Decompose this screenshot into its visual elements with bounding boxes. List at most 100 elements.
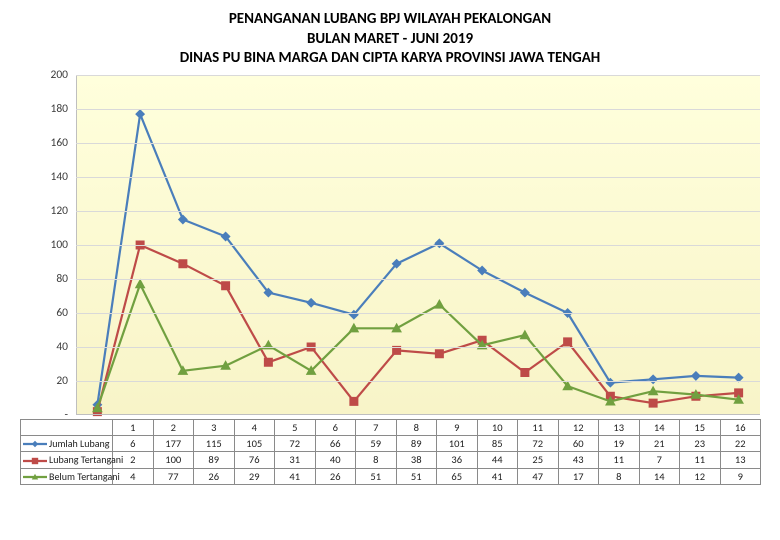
table-header-row: 12345678910111213141516	[21, 419, 761, 435]
data-cell: 115	[194, 435, 235, 452]
data-cell: 26	[315, 468, 356, 485]
data-cell: 100	[153, 452, 194, 469]
data-cell: 59	[356, 435, 397, 452]
data-cell: 26	[194, 468, 235, 485]
series-name: Lubang Tertangani	[49, 453, 123, 466]
y-tick-label: 180	[20, 102, 68, 116]
y-tick-label: 160	[20, 136, 68, 150]
series-marker	[179, 259, 187, 267]
data-cell: 12	[680, 468, 721, 485]
title-line-2: BULAN MARET - JUNI 2019	[20, 30, 760, 50]
data-cell: 17	[558, 468, 599, 485]
legend-swatch-icon	[23, 438, 47, 450]
series-marker	[435, 349, 443, 357]
title-line-3: DINAS PU BINA MARGA DAN CIPTA KARYA PROV…	[20, 49, 760, 69]
series-marker	[564, 337, 572, 345]
gridline	[76, 245, 760, 246]
category-header-cell: 13	[599, 419, 640, 435]
series-marker	[350, 397, 358, 405]
legend-cell: Belum Tertangani	[21, 468, 113, 485]
data-cell: 66	[315, 435, 356, 452]
gridline	[76, 313, 760, 314]
series-name: Belum Tertangani	[49, 470, 120, 483]
series-marker	[520, 330, 529, 338]
y-tick-label: 200	[20, 68, 68, 82]
category-header-cell: 10	[477, 419, 518, 435]
series-marker	[649, 375, 658, 384]
data-cell: 101	[437, 435, 478, 452]
category-header-cell: 14	[639, 419, 680, 435]
table-row: Jumlah Lubang617711510572665989101857260…	[21, 435, 761, 452]
gridline	[76, 143, 760, 144]
data-cell: 14	[639, 468, 680, 485]
table-row: Lubang Tertangani21008976314083836442543…	[21, 452, 761, 469]
data-cell: 76	[234, 452, 275, 469]
data-cell: 105	[234, 435, 275, 452]
series-marker	[179, 215, 188, 224]
series-marker	[222, 281, 230, 289]
series-marker	[264, 358, 272, 366]
category-header-cell: 11	[518, 419, 559, 435]
data-cell: 9	[720, 468, 761, 485]
data-cell: 23	[680, 435, 721, 452]
data-cell: 8	[356, 452, 397, 469]
data-cell: 60	[558, 435, 599, 452]
series-name: Jumlah Lubang	[49, 437, 110, 450]
data-cell: 25	[518, 452, 559, 469]
gridline	[76, 75, 760, 76]
legend-cell: Lubang Tertangani	[21, 452, 113, 469]
category-header-cell: 4	[234, 419, 275, 435]
y-tick-label: 60	[20, 306, 68, 320]
data-cell: 177	[153, 435, 194, 452]
data-cell: 89	[194, 452, 235, 469]
data-cell: 8	[599, 468, 640, 485]
y-tick-label: -	[20, 408, 68, 422]
data-cell: 21	[639, 435, 680, 452]
series-marker	[435, 300, 444, 308]
gridline	[76, 347, 760, 348]
data-cell: 29	[234, 468, 275, 485]
y-tick-label: 100	[20, 238, 68, 252]
y-tick-label: 80	[20, 272, 68, 286]
data-cell: 51	[356, 468, 397, 485]
series-marker	[649, 399, 657, 407]
data-cell: 31	[275, 452, 316, 469]
legend-swatch-icon	[23, 471, 47, 483]
category-header-cell: 3	[194, 419, 235, 435]
series-marker	[521, 368, 529, 376]
data-cell: 85	[477, 435, 518, 452]
category-header-cell: 8	[396, 419, 437, 435]
legend-cell: Jumlah Lubang	[21, 435, 113, 452]
data-cell: 6	[113, 435, 154, 452]
y-tick-label: 20	[20, 374, 68, 388]
data-cell: 22	[720, 435, 761, 452]
category-header-cell: 2	[153, 419, 194, 435]
plot-area	[76, 75, 760, 415]
data-cell: 72	[275, 435, 316, 452]
gridline	[76, 109, 760, 110]
x-axis-line	[76, 414, 760, 415]
data-cell: 11	[599, 452, 640, 469]
category-header-cell: 12	[558, 419, 599, 435]
data-cell: 13	[720, 452, 761, 469]
data-cell: 44	[477, 452, 518, 469]
category-header-cell: 9	[437, 419, 478, 435]
data-cell: 43	[558, 452, 599, 469]
series-marker	[136, 109, 145, 118]
data-cell: 65	[437, 468, 478, 485]
chart-title-block: PENANGANAN LUBANG BPJ WILAYAH PEKALONGAN…	[20, 10, 760, 69]
data-cell: 47	[518, 468, 559, 485]
series-marker	[307, 298, 316, 307]
data-table: 12345678910111213141516Jumlah Lubang6177…	[20, 419, 761, 486]
data-cell: 19	[599, 435, 640, 452]
legend-swatch-icon	[23, 455, 47, 467]
category-header-cell: 1	[113, 419, 154, 435]
gridline	[76, 211, 760, 212]
data-cell: 72	[518, 435, 559, 452]
data-cell: 51	[396, 468, 437, 485]
series-line	[97, 114, 738, 405]
data-cell: 38	[396, 452, 437, 469]
category-header-cell: 15	[680, 419, 721, 435]
series-marker	[136, 279, 145, 287]
data-cell: 89	[396, 435, 437, 452]
